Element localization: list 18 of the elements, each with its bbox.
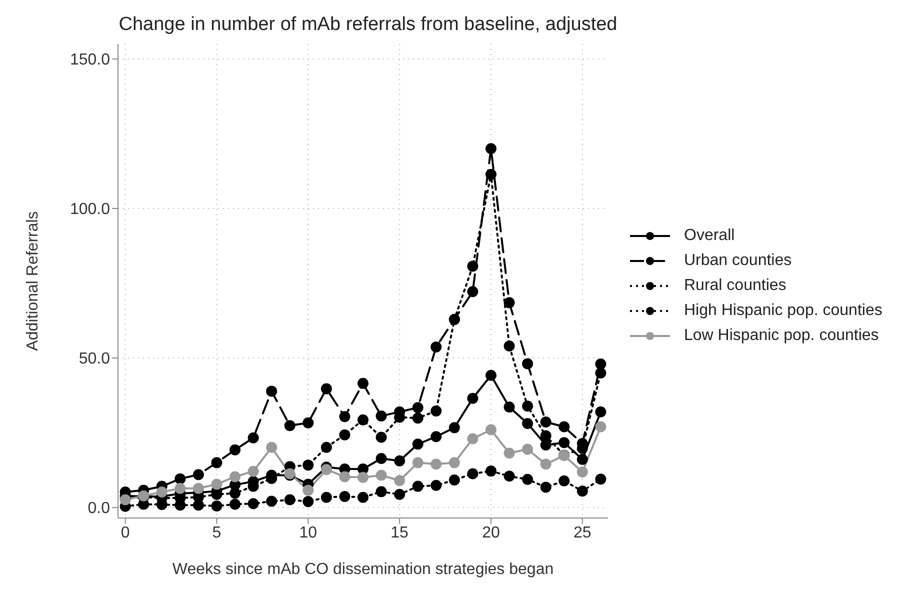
- legend-label: Urban counties: [684, 252, 792, 270]
- legend-label: Rural counties: [684, 276, 786, 294]
- x-axis-title: Weeks since mAb CO dissemination strategies began: [172, 561, 554, 578]
- x-tick-label: 25: [574, 524, 592, 542]
- x-tick-label: 20: [482, 524, 500, 542]
- x-tick-label: 15: [390, 524, 409, 542]
- y-axis-title: Additional Referrals: [24, 211, 42, 351]
- x-tick-label: 10: [299, 524, 318, 542]
- legend-label: High Hispanic pop. counties: [684, 302, 882, 320]
- y-tick-label: 100.0: [70, 201, 110, 218]
- y-tick-label: 150.0: [70, 52, 110, 69]
- x-tick-label: 5: [212, 524, 222, 542]
- y-tick-label: 0.0: [88, 500, 110, 518]
- x-tick-label: 0: [120, 524, 130, 542]
- y-tick-label: 50.0: [78, 350, 110, 368]
- legend-label: Overall: [684, 226, 735, 244]
- legend-label: Low Hispanic pop. counties: [684, 326, 879, 344]
- chart-title: Change in number of mAb referrals from baseline, adjusted: [118, 14, 618, 36]
